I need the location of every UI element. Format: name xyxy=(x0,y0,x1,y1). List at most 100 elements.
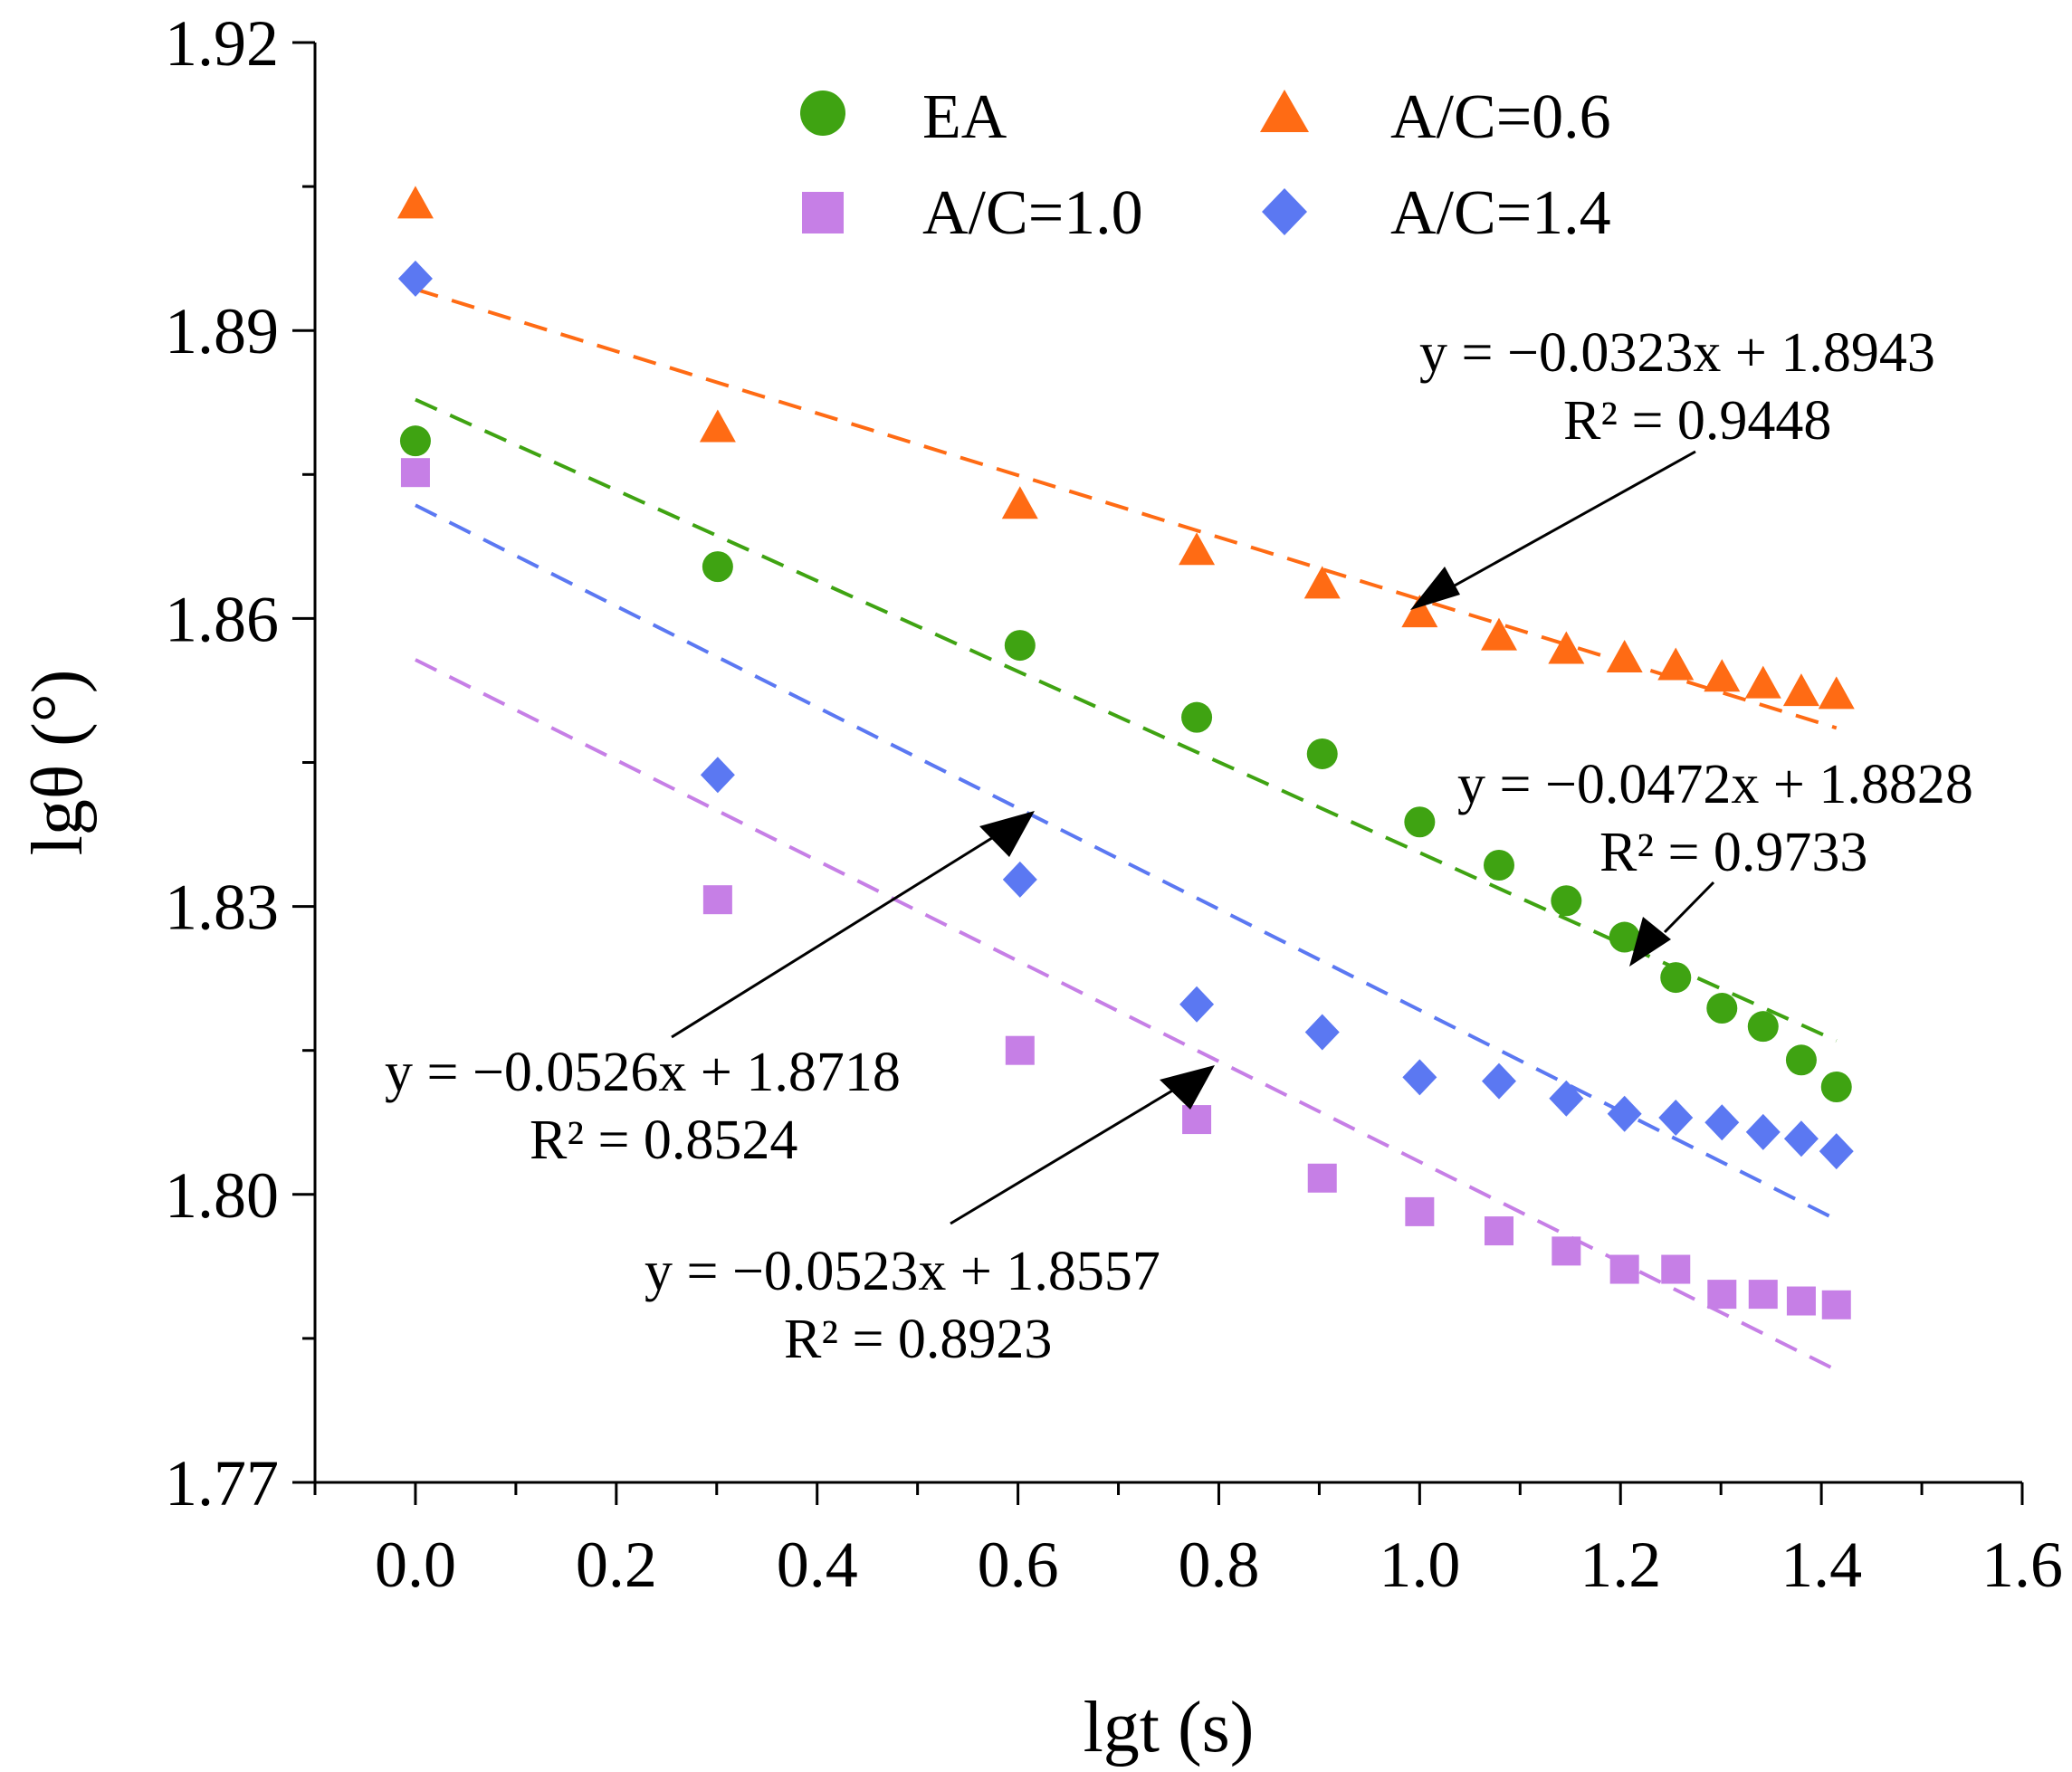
annotation-ac-1-4-r2: R² = 0.8524 xyxy=(530,1110,797,1171)
data-point-2 xyxy=(1182,1105,1212,1135)
data-point-2 xyxy=(400,458,430,488)
data-point-0 xyxy=(1785,1044,1817,1076)
data-point-3 xyxy=(1607,1095,1642,1132)
x-axis-title: lgt (s) xyxy=(1084,1688,1255,1767)
data-point-3 xyxy=(1402,1059,1437,1096)
data-point-3 xyxy=(1481,1062,1516,1100)
legend-marker-ac-1-0 xyxy=(802,192,844,233)
data-point-0 xyxy=(1306,738,1338,769)
legend-marker-ac-0-6 xyxy=(1260,90,1309,132)
data-points xyxy=(396,186,1855,1319)
arrow-ac-0-6-head xyxy=(1410,567,1460,610)
data-point-0 xyxy=(1404,806,1436,838)
annotation-ac-1-4-equation: y = −0.0526x + 1.8718 xyxy=(385,1042,901,1103)
legend: EA A/C=0.6 A/C=1.0 A/C=1.4 xyxy=(800,82,1611,248)
data-point-0 xyxy=(1551,885,1582,917)
data-point-2 xyxy=(1821,1290,1851,1319)
x-tick-label: 0.2 xyxy=(576,1529,657,1601)
data-point-1 xyxy=(1744,665,1781,699)
x-tick-label: 0.6 xyxy=(978,1529,1059,1601)
data-point-3 xyxy=(1179,986,1215,1023)
data-point-2 xyxy=(1661,1254,1691,1284)
x-tick-label: 0.4 xyxy=(777,1529,858,1601)
data-point-0 xyxy=(1706,993,1738,1024)
data-point-0 xyxy=(1004,630,1036,662)
trend-lines xyxy=(415,287,1838,1372)
annotation-ac-0-6-r2: R² = 0.9448 xyxy=(1563,390,1831,452)
arrow-ea-head xyxy=(1629,917,1671,967)
y-tick-label: 1.89 xyxy=(165,295,279,367)
data-point-3 xyxy=(1704,1104,1740,1141)
data-point-2 xyxy=(1307,1163,1337,1193)
arrow-ac-1-4 xyxy=(671,834,996,1039)
data-point-2 xyxy=(1005,1035,1035,1065)
data-point-2 xyxy=(1405,1196,1435,1226)
data-point-3 xyxy=(1304,1014,1340,1051)
x-tick-label: 1.6 xyxy=(1981,1529,2063,1601)
data-point-0 xyxy=(1820,1072,1852,1103)
data-point-0 xyxy=(1181,701,1213,733)
data-point-3 xyxy=(397,260,433,297)
data-point-1 xyxy=(1657,647,1695,681)
legend-marker-ea xyxy=(800,91,845,136)
data-point-0 xyxy=(1660,962,1692,994)
data-point-0 xyxy=(702,551,733,583)
annotation-ac-0-6-equation: y = −0.0323x + 1.8943 xyxy=(1419,322,1935,384)
data-point-1 xyxy=(1401,595,1438,628)
data-point-3 xyxy=(700,757,735,794)
legend-label-ea: EA xyxy=(922,82,1007,152)
data-point-1 xyxy=(699,409,736,443)
data-point-1 xyxy=(1606,640,1643,673)
data-point-0 xyxy=(1747,1011,1779,1043)
y-tick-label: 1.83 xyxy=(165,872,279,944)
data-point-1 xyxy=(1548,631,1585,664)
y-tick-label: 1.92 xyxy=(165,7,279,80)
data-point-1 xyxy=(1782,673,1819,707)
legend-label-ac-1-0: A/C=1.0 xyxy=(922,178,1143,248)
data-point-2 xyxy=(1786,1286,1816,1316)
data-point-0 xyxy=(1483,849,1514,881)
data-point-1 xyxy=(1818,676,1855,710)
y-tick-label: 1.80 xyxy=(165,1159,279,1232)
y-axis-title: lgθ (°) xyxy=(18,670,98,856)
legend-label-ac-1-4: A/C=1.4 xyxy=(1390,178,1611,248)
x-tick-label: 1.2 xyxy=(1580,1529,1661,1601)
data-point-0 xyxy=(1609,921,1640,953)
data-point-3 xyxy=(1819,1133,1854,1170)
legend-marker-ac-1-4 xyxy=(1262,188,1307,235)
arrow-ac-1-0 xyxy=(950,1088,1175,1225)
axes: 0.0 0.2 0.4 0.6 0.8 1.0 1.2 1.4 1.6 1.77 1.80 1.83 1… xyxy=(18,7,2063,1767)
annotation-ea-equation: y = −0.0472x + 1.8828 xyxy=(1457,754,1973,815)
x-tick-label: 0.0 xyxy=(375,1529,456,1601)
fit-line-0 xyxy=(415,397,1838,1043)
data-point-3 xyxy=(1002,861,1037,898)
x-tick-label: 1.4 xyxy=(1781,1529,1862,1601)
data-point-0 xyxy=(399,425,431,457)
data-point-1 xyxy=(1704,659,1741,692)
annotations: y = −0.0323x + 1.8943 R² = 0.9448 y = −0… xyxy=(385,322,1973,1370)
fit-line-1 xyxy=(415,287,1838,730)
data-point-3 xyxy=(1745,1113,1781,1150)
arrow-ac-0-6 xyxy=(1446,450,1696,592)
data-point-2 xyxy=(1609,1254,1639,1284)
data-point-2 xyxy=(1748,1280,1778,1310)
data-point-1 xyxy=(1303,566,1341,599)
x-tick-label: 0.8 xyxy=(1178,1529,1259,1601)
annotation-ac-1-0-r2: R² = 0.8923 xyxy=(784,1309,1052,1370)
x-tick-label: 1.0 xyxy=(1379,1529,1460,1601)
arrow-ac-1-4-head xyxy=(979,811,1035,857)
data-point-2 xyxy=(1552,1236,1581,1266)
annotation-ea-r2: R² = 0.9733 xyxy=(1599,822,1867,883)
data-point-1 xyxy=(1480,617,1517,651)
data-point-3 xyxy=(1783,1120,1819,1158)
arrow-ea xyxy=(1663,881,1715,934)
data-point-3 xyxy=(1658,1099,1694,1136)
data-point-1 xyxy=(396,186,434,219)
annotation-ac-1-0-equation: y = −0.0523x + 1.8557 xyxy=(645,1241,1160,1302)
annotation-arrows xyxy=(671,450,1715,1225)
data-point-1 xyxy=(1001,486,1038,519)
data-point-2 xyxy=(1484,1216,1513,1246)
arrow-ac-1-0-head xyxy=(1160,1065,1215,1110)
data-point-2 xyxy=(1707,1280,1737,1310)
y-tick-label: 1.86 xyxy=(165,583,279,655)
